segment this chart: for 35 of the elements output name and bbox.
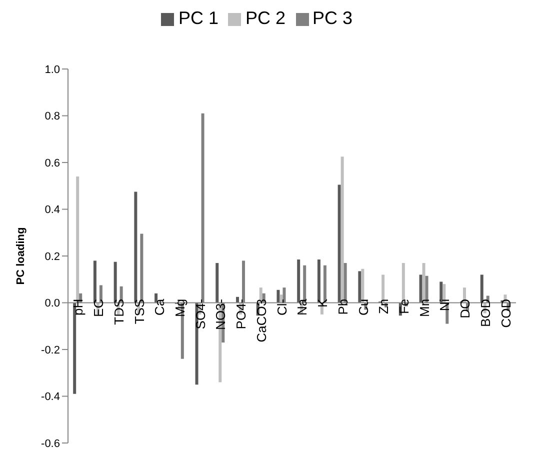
y-tick-label: 0.2 — [44, 250, 60, 263]
y-tick-label: 1.0 — [44, 64, 60, 76]
x-tick-label: SO4- — [192, 298, 208, 330]
x-tick-label: BOD — [478, 298, 493, 328]
x-tick-label: NO3- — [213, 298, 228, 330]
x-tick-label: Pb — [335, 298, 350, 315]
x-tick-label: Cu — [356, 298, 371, 316]
y-tick-label: 0.6 — [44, 157, 60, 170]
x-tick-label: pH — [70, 298, 86, 316]
x-tick-label: Na — [294, 298, 310, 316]
y-tick-label: 0.4 — [44, 204, 60, 216]
y-tick-label: 0.8 — [44, 110, 60, 123]
y-tick-label: -0.6 — [41, 438, 60, 450]
x-tick-label: Cl- — [274, 298, 290, 316]
y-tick-label: 0.0 — [44, 298, 60, 310]
x-tick-label: CaCO3 — [254, 298, 269, 342]
x-tick-label: Mg — [172, 298, 188, 317]
x-tick-label: TSS — [132, 298, 147, 324]
x-tick-label: Ni — [437, 298, 452, 312]
x-tick-label: Fe — [396, 298, 412, 314]
x-tick-label: K — [315, 298, 330, 308]
x-tick-label: Ca — [152, 298, 168, 316]
x-tick-label: PO4- — [234, 298, 249, 330]
x-tick-label: Mn — [416, 298, 432, 317]
x-tick-label: EC — [91, 298, 106, 317]
x-tick-label: COD — [498, 298, 514, 328]
y-axis-title: PC loading — [14, 227, 27, 285]
legend-label: PC 3 — [312, 8, 353, 28]
x-tick-label: DO — [458, 298, 473, 318]
y-tick-label: -0.4 — [41, 391, 60, 404]
x-tick-label: TDS — [111, 298, 126, 325]
y-tick-label: -0.2 — [41, 344, 60, 356]
legend-label: PC 1 — [178, 8, 218, 28]
x-tick-label: Zn — [376, 298, 392, 314]
legend-label: PC 2 — [245, 8, 286, 28]
